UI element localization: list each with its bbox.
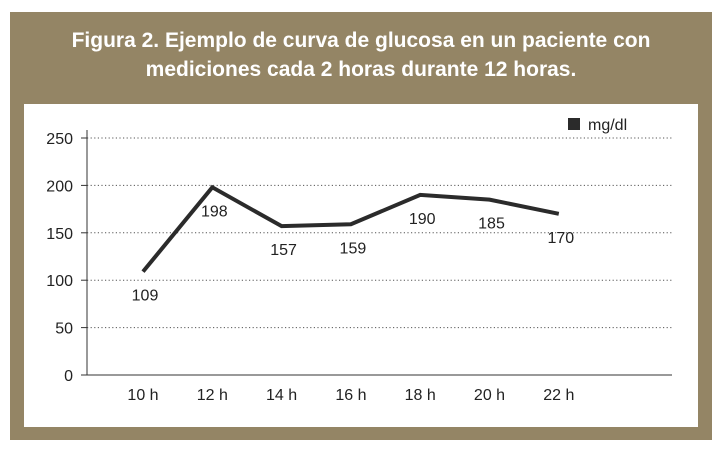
x-tick-label-3: 16 h [335,387,366,404]
x-tick-label-2: 14 h [266,387,297,404]
figure-title: Figura 2. Ejemplo de curva de glucosa en… [10,26,712,84]
data-labels: 109 198 157 159 190 185 170 [132,203,575,304]
y-tick-label-200: 200 [46,178,73,195]
data-label-1: 198 [201,203,228,220]
legend: mg/dl [568,117,627,134]
legend-swatch [568,118,580,130]
data-label-0: 109 [132,288,159,305]
axes [81,130,672,376]
y-tick-label-150: 150 [46,226,73,243]
figure-title-line-2: mediciones cada 2 horas durante 12 horas… [145,58,577,81]
plot-panel [24,104,698,427]
x-tick-label-0: 10 h [127,387,158,404]
data-label-2: 157 [270,242,297,259]
y-tick-label-50: 50 [55,321,73,338]
x-tick-label-5: 20 h [474,387,505,404]
figure-title-line-1: Figura 2. Ejemplo de curva de glucosa en… [71,29,651,52]
grid-lines [87,137,672,329]
y-tick-label-100: 100 [46,273,73,290]
y-tick-label-0: 0 [64,368,73,385]
series-line [141,184,560,273]
data-label-4: 190 [409,211,436,228]
x-tick-label-4: 18 h [405,387,436,404]
data-label-3: 159 [340,240,367,257]
legend-label: mg/dl [588,117,627,134]
data-label-5: 185 [478,216,505,233]
y-tick-label-250: 250 [46,131,73,148]
x-tick-labels: 10 h 12 h 14 h 16 h 18 h 20 h 22 h [127,387,574,404]
data-label-6: 170 [547,230,574,247]
x-tick-label-1: 12 h [197,387,228,404]
x-tick-label-6: 22 h [543,387,574,404]
y-tick-labels: 0 50 100 150 200 250 [46,131,73,385]
